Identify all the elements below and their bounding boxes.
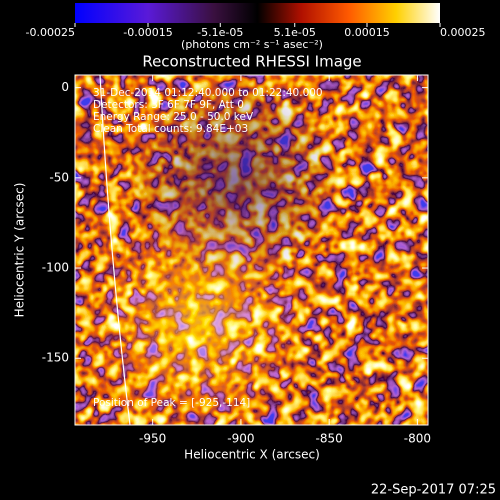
chart-title: Reconstructed RHESSI Image	[142, 53, 361, 71]
y-tick-label: -150	[42, 351, 69, 365]
x-tick-label: -900	[227, 432, 254, 446]
timestamp: 22-Sep-2017 07:25	[371, 483, 496, 498]
colorbar	[75, 3, 440, 23]
y-axis-label: Heliocentric Y (arcsec)	[13, 183, 27, 318]
colorbar-tick-label: 0.00015	[344, 26, 390, 39]
colorbar-tick-label: -5.1e-05	[197, 26, 243, 39]
plot-frame	[74, 74, 429, 426]
x-tick-label: -950	[139, 432, 166, 446]
x-tick-label: -800	[404, 432, 431, 446]
colorbar-tick-label: 0.00025	[440, 26, 486, 39]
colorbar-tick-label: -0.00015	[123, 26, 172, 39]
image	[75, 75, 428, 425]
annotation: Detectors: 3F 6F 7F 9F, Att 0	[93, 99, 244, 111]
image-glow	[75, 75, 428, 425]
annotation: 31-Dec-2014 01:12:40.000 to 01:22:40.000	[93, 87, 323, 99]
annotation: Clean Total counts: 9.84E+03	[93, 123, 248, 135]
y-tick-label: -50	[49, 170, 69, 184]
y-tick-label: 0	[61, 80, 69, 94]
colorbar-label: (photons cm⁻² s⁻¹ asec⁻²)	[181, 38, 323, 51]
x-axis-label: Heliocentric X (arcsec)	[184, 448, 320, 462]
annotation: Energy Range: 25.0 - 50.0 keV	[93, 111, 254, 123]
colorbar-tick-label: 5.1e-05	[274, 26, 316, 39]
colorbar-tick-label: -0.00025	[26, 26, 75, 39]
y-tick-label: -100	[42, 261, 69, 275]
solar-limb	[99, 75, 131, 425]
x-tick-label: -850	[316, 432, 343, 446]
annotation: Position of Peak = [-925,-114]	[93, 397, 250, 409]
